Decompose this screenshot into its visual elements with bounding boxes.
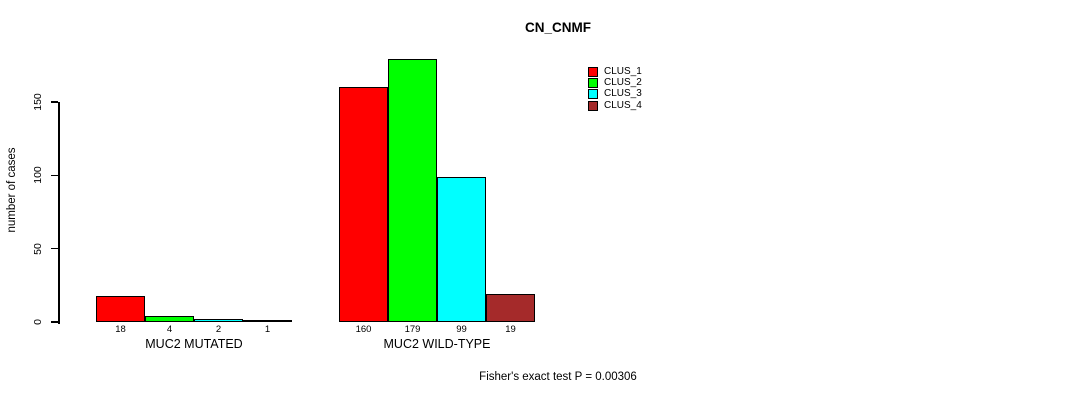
legend: CLUS_1 CLUS_2 CLUS_3 CLUS_4 xyxy=(588,66,642,111)
chart-title: CN_CNMF xyxy=(525,20,591,35)
bar-value-label: 19 xyxy=(505,324,516,335)
legend-row-clus_3: CLUS_3 xyxy=(588,89,642,100)
y-tick-label: 100 xyxy=(32,166,44,185)
legend-label-clus_3: CLUS_3 xyxy=(604,88,642,100)
y-tick-label: 150 xyxy=(32,93,44,111)
y-axis-label: number of cases xyxy=(6,147,18,233)
bar-value-label: 1 xyxy=(264,324,271,335)
y-tick-mark xyxy=(51,174,58,177)
y-tick-mark xyxy=(51,247,58,250)
bar-value-label: 2 xyxy=(215,324,222,335)
legend-label-clus_2: CLUS_2 xyxy=(604,76,642,88)
bar-clus_1-1 xyxy=(96,295,145,322)
bar-value-label: 4 xyxy=(166,324,173,335)
y-tick-label: 50 xyxy=(32,242,44,255)
legend-swatch-clus_4 xyxy=(588,100,598,111)
y-tick-mark xyxy=(51,101,58,103)
legend-label-clus_1: CLUS_1 xyxy=(604,65,642,77)
y-axis-line xyxy=(58,102,60,324)
legend-swatch-clus_2 xyxy=(588,77,598,88)
bar-clus_4-2 xyxy=(486,294,535,322)
bar-value-label: 99 xyxy=(456,324,467,335)
legend-label-clus_4: CLUS_4 xyxy=(604,99,642,111)
legend-swatch-clus_3 xyxy=(588,89,598,100)
y-tick-mark xyxy=(51,321,58,323)
bar-value-label: 18 xyxy=(115,324,126,335)
legend-swatch-clus_1 xyxy=(588,66,598,77)
legend-row-clus_4: CLUS_4 xyxy=(588,100,642,111)
bar-value-label: 160 xyxy=(355,324,372,335)
bar-clus_4-1 xyxy=(243,320,292,322)
bar-clus_3-2 xyxy=(437,176,486,322)
fisher-test-annotation: Fisher's exact test P = 0.00306 xyxy=(479,371,637,383)
bar-clus_1-2 xyxy=(339,87,388,322)
legend-row-clus_2: CLUS_2 xyxy=(588,77,642,88)
bar-clus_2-1 xyxy=(145,316,194,322)
group-label-1: MUC2 MUTATED xyxy=(145,337,243,351)
bar-clus_2-2 xyxy=(388,59,437,322)
bar-clus_3-1 xyxy=(194,319,243,322)
group-label-2: MUC2 WILD-TYPE xyxy=(383,337,491,351)
legend-row-clus_1: CLUS_1 xyxy=(588,66,642,77)
bar-value-label: 179 xyxy=(404,324,421,335)
y-tick-label: 0 xyxy=(32,319,44,325)
